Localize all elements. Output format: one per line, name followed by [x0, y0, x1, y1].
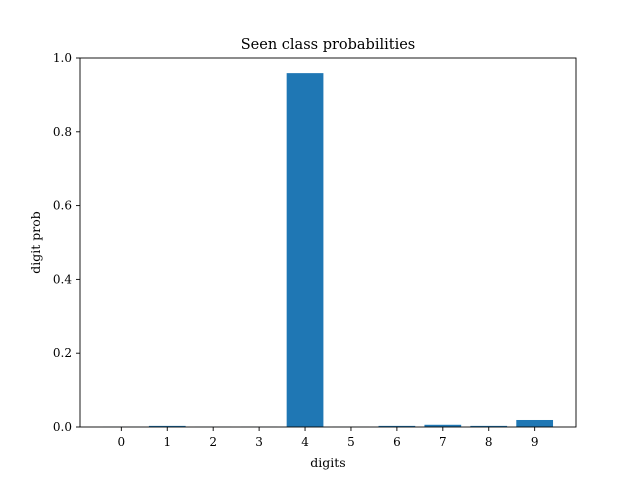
y-tick-label-0.8: 0.8 — [53, 125, 72, 139]
x-tick-label-6: 6 — [393, 435, 401, 449]
bar-8 — [470, 425, 508, 427]
x-tick-label-4: 4 — [301, 435, 309, 449]
y-tick-label-1.0: 1.0 — [53, 51, 72, 65]
y-axis-label: digit prob — [28, 211, 43, 274]
bars-group — [102, 73, 554, 427]
x-tick-label-1: 1 — [163, 435, 171, 449]
x-axis-ticks: 0 1 2 3 4 5 6 7 8 9 — [118, 427, 539, 449]
chart-title: Seen class probabilities — [241, 37, 416, 53]
y-tick-label-0.0: 0.0 — [53, 420, 72, 434]
bar-6 — [378, 425, 416, 427]
x-tick-label-7: 7 — [439, 435, 447, 449]
x-tick-label-3: 3 — [255, 435, 263, 449]
x-tick-label-2: 2 — [209, 435, 217, 449]
y-axis-ticks: 0.0 0.2 0.4 0.6 0.8 1.0 — [53, 51, 80, 434]
x-tick-label-0: 0 — [118, 435, 126, 449]
bar-7 — [424, 424, 462, 427]
bar-1 — [148, 425, 186, 427]
x-tick-label-8: 8 — [485, 435, 493, 449]
y-tick-label-0.4: 0.4 — [53, 272, 72, 286]
y-tick-label-0.6: 0.6 — [53, 199, 72, 213]
x-axis-label: digits — [310, 455, 345, 470]
x-tick-label-5: 5 — [347, 435, 355, 449]
bar-4 — [286, 73, 324, 427]
y-tick-label-0.2: 0.2 — [53, 346, 72, 360]
plot-frame — [79, 57, 577, 428]
bar-9 — [516, 419, 554, 427]
x-tick-label-9: 9 — [531, 435, 539, 449]
